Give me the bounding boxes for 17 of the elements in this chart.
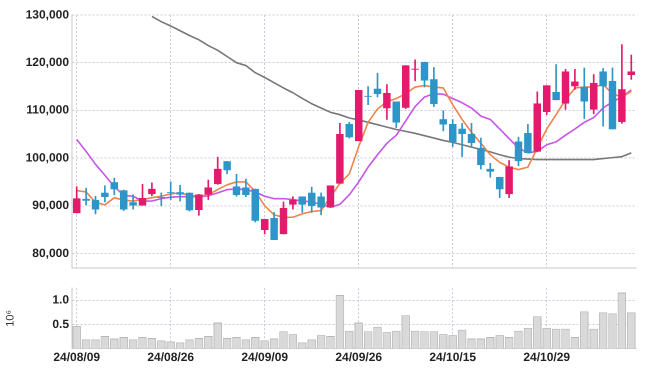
x-tick-label: 24/08/26 bbox=[147, 350, 194, 364]
y-tick-label: 110,000 bbox=[26, 102, 70, 117]
x-tick-label: 24/08/09 bbox=[53, 350, 100, 364]
x-tick-label: 24/09/26 bbox=[335, 350, 382, 364]
y-tick-label: 1.0 bbox=[52, 292, 70, 307]
x-tick-label: 24/09/09 bbox=[241, 350, 288, 364]
y-tick-label: 0.5 bbox=[52, 316, 70, 331]
y-tick-label: 130,000 bbox=[26, 7, 70, 22]
candlestick bbox=[486, 163, 494, 178]
y-axis-title: 10⁶ bbox=[4, 310, 17, 327]
candlestick bbox=[157, 192, 166, 206]
y-tick-label: 100,000 bbox=[26, 150, 70, 164]
x-tick-label: 24/10/15 bbox=[429, 350, 476, 364]
x-tick-label: 24/10/29 bbox=[523, 350, 570, 364]
y-tick-label: 90,000 bbox=[32, 198, 70, 212]
y-tick-label: 120,000 bbox=[26, 55, 70, 70]
y-tick-label: 80,000 bbox=[32, 246, 70, 260]
